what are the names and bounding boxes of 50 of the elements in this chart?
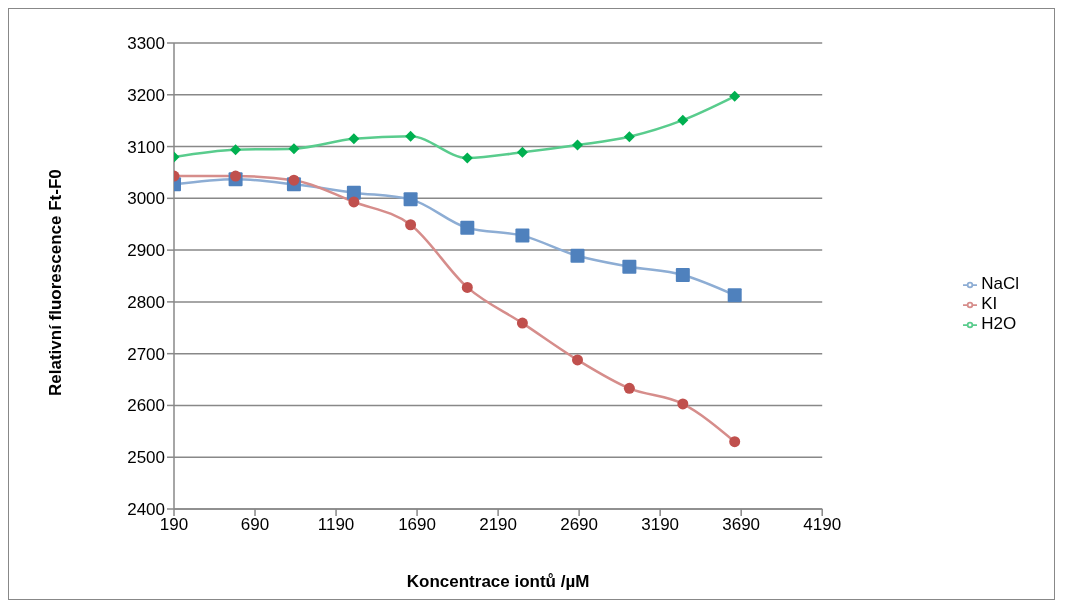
y-axis-title: Relativní fluorescence Ft-F0	[46, 169, 66, 396]
point	[677, 398, 689, 410]
point	[516, 317, 528, 329]
y-tick-label: 2800	[127, 292, 165, 312]
point	[403, 192, 418, 207]
y-tick-label: 3200	[127, 85, 165, 105]
x-tick-label: 2190	[479, 515, 518, 535]
legend-label: KI	[981, 294, 998, 313]
point	[729, 90, 741, 102]
x-tick-label: 3690	[722, 515, 761, 535]
x-tick-label: 1190	[317, 515, 355, 535]
point	[675, 267, 690, 282]
point	[515, 228, 530, 243]
point	[622, 259, 637, 274]
point	[572, 139, 584, 151]
x-tick-label: 3190	[641, 515, 680, 535]
legend-label: H2O	[981, 314, 1017, 333]
y-tick-label: 2700	[127, 344, 165, 364]
point	[230, 170, 242, 182]
point	[348, 133, 360, 145]
point	[623, 131, 635, 143]
point	[516, 146, 528, 158]
point	[570, 248, 585, 263]
x-tick-label: 190	[159, 515, 189, 535]
point	[461, 281, 473, 293]
point	[405, 219, 417, 231]
point	[727, 288, 742, 303]
legend-label: NaCl	[981, 274, 1019, 293]
point	[460, 220, 475, 235]
point	[348, 196, 360, 208]
y-tick-label: 3300	[127, 34, 165, 54]
y-tick-label: 2600	[127, 396, 165, 416]
y-tick-label: 3000	[127, 189, 165, 209]
point	[405, 130, 417, 142]
x-tick-label: 4190	[803, 515, 842, 535]
x-tick-label: 2690	[560, 515, 599, 535]
point	[572, 354, 584, 366]
y-tick-label: 2500	[127, 448, 165, 468]
point	[729, 436, 741, 448]
point	[677, 114, 689, 126]
x-axis-title: Koncentrace iontů /µM	[406, 572, 590, 591]
point	[288, 143, 300, 155]
y-tick-label: 2900	[127, 241, 165, 261]
point	[461, 152, 473, 164]
y-tick-label: 3100	[127, 137, 165, 157]
point	[230, 144, 242, 156]
x-tick-label: 1690	[398, 515, 436, 535]
x-tick-label: 690	[240, 515, 270, 535]
point	[288, 174, 300, 186]
point	[623, 382, 635, 394]
